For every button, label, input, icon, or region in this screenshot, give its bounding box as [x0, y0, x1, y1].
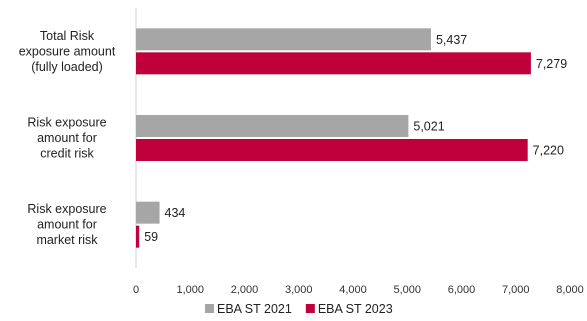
bar-eba-st-2023: [136, 52, 531, 75]
data-label: 59: [144, 230, 158, 244]
category-label-line: amount for: [37, 131, 97, 145]
category-labels: Total Risk exposure amount (fully loaded) R…: [19, 29, 116, 247]
category-label-line: market risk: [36, 233, 98, 247]
data-label: 5,437: [436, 33, 467, 47]
legend-swatch: [205, 304, 214, 313]
x-tick-label: 5,000: [393, 284, 421, 296]
category-label-line: Risk exposure: [27, 116, 106, 130]
category-label: Risk exposure amount for market risk: [27, 202, 106, 247]
category-label-line: Risk exposure: [27, 202, 106, 216]
x-tick-label: 4,000: [339, 284, 367, 296]
data-label: 7,279: [536, 57, 567, 71]
legend-swatch: [305, 304, 315, 313]
category-label: Total Risk exposure amount (fully loaded): [19, 29, 116, 74]
category-label-line: amount for: [37, 218, 97, 232]
category-label-line: credit risk: [40, 147, 94, 161]
x-tick-label: 3,000: [285, 284, 313, 296]
legend: EBA ST 2021 EBA ST 2023: [205, 302, 393, 316]
x-tick-label: 6,000: [448, 284, 476, 296]
category-label-line: Total Risk: [40, 29, 95, 43]
bar-eba-st-2023: [136, 139, 528, 161]
x-tick-label: 8,000: [556, 284, 584, 296]
legend-label: EBA ST 2023: [318, 302, 393, 316]
bar-eba-st-2023: [136, 225, 140, 248]
category-label-line: exposure amount: [19, 44, 116, 58]
bars: 5,437 7,279 5,021 7,220 434 59: [136, 28, 567, 248]
legend-label: EBA ST 2021: [217, 302, 292, 316]
category-label: Risk exposure amount for credit risk: [27, 116, 106, 161]
bar-eba-st-2021: [136, 28, 431, 51]
x-tick-label: 0: [133, 284, 139, 296]
data-label: 5,021: [413, 120, 444, 134]
bar-eba-st-2021: [136, 201, 160, 224]
x-tick-label: 1,000: [176, 284, 204, 296]
category-label-line: (fully loaded): [31, 60, 103, 74]
x-axis-ticks: 0 1,000 2,000 3,000 4,000 5,000 6,000 7,000 8,00…: [133, 284, 584, 296]
bar-eba-st-2021: [136, 115, 409, 137]
data-label: 434: [165, 206, 186, 220]
x-tick-label: 2,000: [231, 284, 259, 296]
x-tick-label: 7,000: [502, 284, 530, 296]
data-label: 7,220: [533, 144, 564, 158]
